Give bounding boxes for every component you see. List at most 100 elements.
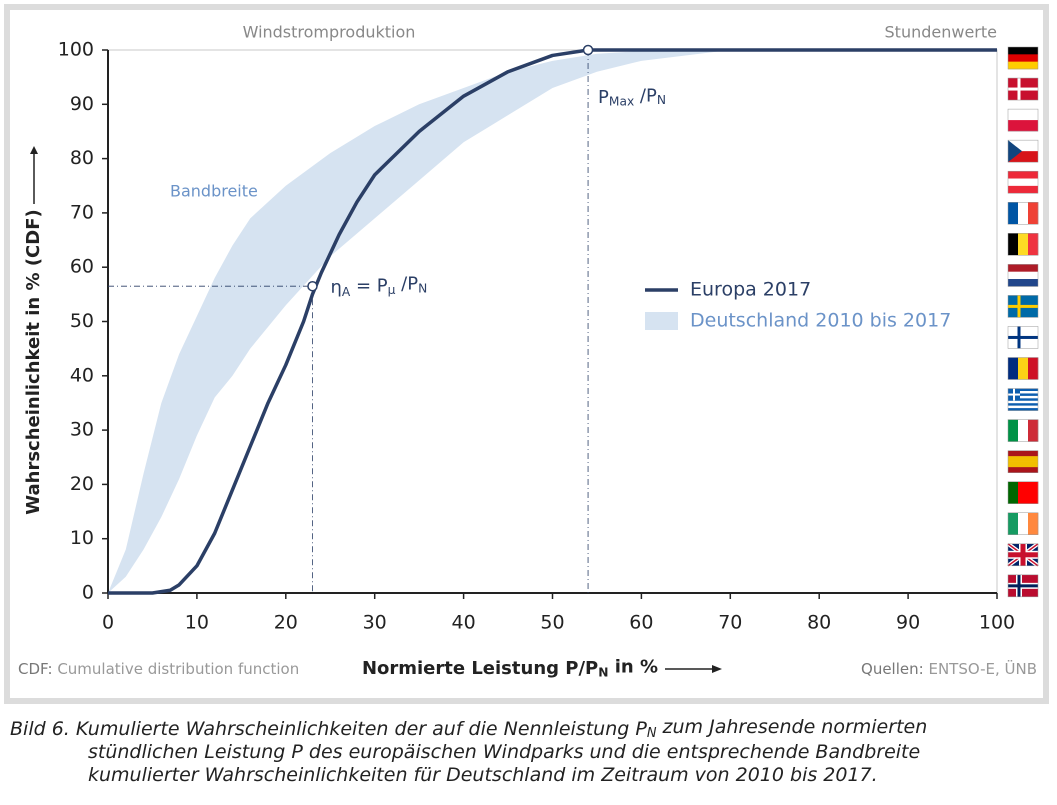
y-tick-label: 40 xyxy=(70,364,94,386)
subscript: N xyxy=(598,665,608,679)
subscript: A xyxy=(342,284,351,298)
x-tick-label: 50 xyxy=(540,612,564,634)
flag-part xyxy=(1008,140,1022,163)
flag-part xyxy=(1008,481,1019,504)
flag-part xyxy=(1018,357,1029,380)
y-tick-label: 60 xyxy=(70,256,94,278)
flag-part xyxy=(1007,139,1039,163)
flag-part xyxy=(1008,419,1019,442)
text-part: P xyxy=(598,87,609,108)
y-tick-label: 50 xyxy=(70,310,94,332)
flag-part xyxy=(1008,140,1038,152)
flag-part xyxy=(1008,264,1038,272)
flag-part xyxy=(1018,419,1029,442)
y-tick-label: 30 xyxy=(70,419,94,441)
flag-part xyxy=(1007,512,1039,535)
flag-part xyxy=(1007,170,1039,194)
flag-part xyxy=(1018,202,1029,225)
flag-part xyxy=(1007,46,1039,70)
flag-part xyxy=(1028,357,1039,380)
x-tick-label: 0 xyxy=(102,612,114,634)
caption-line: Bild 6. Kumulierte Wahrscheinlichkeiten … xyxy=(10,716,927,741)
subscript: N xyxy=(418,281,427,295)
flag-part xyxy=(1008,512,1019,535)
flag-part xyxy=(1007,77,1039,101)
subscript: N xyxy=(647,725,657,740)
y-tick-label: 20 xyxy=(70,473,94,495)
text-part: zum Jahresende normierten xyxy=(656,716,927,738)
band-area xyxy=(108,50,997,593)
flag-part xyxy=(1007,295,1039,318)
caption-line: kumulierter Wahrscheinlichkeiten für Deu… xyxy=(88,764,878,786)
x-tick-label: 70 xyxy=(718,612,742,634)
flag-part xyxy=(1008,271,1038,280)
flag-part xyxy=(1018,512,1029,535)
x-tick-label: 90 xyxy=(896,612,920,634)
x-tick-label: 60 xyxy=(629,612,653,634)
flag-part xyxy=(1007,202,1039,225)
y-tick-label: 0 xyxy=(82,582,94,604)
x-tick-label: 80 xyxy=(807,612,831,634)
text-part: η xyxy=(330,277,341,298)
band-annotation: Bandbreite xyxy=(170,182,258,201)
flag-part xyxy=(1028,419,1039,442)
flag-part xyxy=(1008,233,1019,256)
marker-point xyxy=(307,280,318,292)
y-axis-title-group: Wahrscheinlichkeit in % (CDF) xyxy=(23,146,44,515)
flag-part xyxy=(1007,233,1039,256)
flag-part xyxy=(1007,419,1039,442)
flag-part xyxy=(1007,574,1039,598)
x-tick-label: 30 xyxy=(363,612,387,634)
y-tick-label: 100 xyxy=(58,39,94,61)
flag-part xyxy=(1008,304,1038,308)
chart-frame xyxy=(4,4,1049,704)
x-tick-label: 40 xyxy=(452,612,476,634)
flag-part xyxy=(1008,467,1038,473)
chart-title: Windstromproduktion xyxy=(243,23,416,42)
flag-part xyxy=(1028,202,1039,225)
flag-part xyxy=(1008,335,1038,339)
text-part: /P xyxy=(634,85,657,106)
flag-part xyxy=(1028,481,1039,504)
y-axis-title: Wahrscheinlichkeit in % (CDF) xyxy=(23,209,44,514)
text-part: Bild 6. Kumulierte Wahrscheinlichkeiten … xyxy=(10,718,647,740)
footer-text: Cumulative distribution function xyxy=(57,660,299,678)
flag-part xyxy=(1008,151,1038,163)
flag-part xyxy=(1008,400,1038,404)
y-tick-label: 70 xyxy=(70,201,94,223)
marker-point xyxy=(582,44,594,56)
flag-part xyxy=(1008,87,1038,91)
x-tick-label: 20 xyxy=(274,612,298,634)
flag-part xyxy=(1008,398,1038,401)
flag-part xyxy=(1008,393,1020,396)
x-axis-arrow-head xyxy=(712,665,722,673)
chart-subtitle: Stundenwerte xyxy=(885,23,997,42)
flag-part xyxy=(1008,61,1038,70)
x-axis-title: Normierte Leistung P/PN in % xyxy=(362,656,658,679)
flag-part xyxy=(1008,393,1038,397)
flag-part xyxy=(1008,584,1038,588)
flag-part xyxy=(1008,357,1019,380)
legend-swatch xyxy=(645,312,678,330)
marker-label: ηA = Pμ /PN xyxy=(330,274,427,299)
flag-part xyxy=(1007,264,1039,287)
flag-part xyxy=(1008,461,1038,468)
footer-text: ENTSO-E, ÜNB xyxy=(928,659,1037,678)
flag-part xyxy=(1008,185,1038,194)
flags xyxy=(1006,46,1040,598)
flag-part xyxy=(1007,108,1039,132)
flag-part xyxy=(1007,326,1039,349)
flag-part xyxy=(1008,408,1038,411)
footer-key: Quellen: xyxy=(861,660,924,678)
flag-part xyxy=(1007,450,1039,473)
y-tick-label: 90 xyxy=(70,93,94,115)
flag-part xyxy=(1008,54,1038,62)
flag-part xyxy=(1028,233,1039,256)
text-part: stündlichen Leistung P des europäischen … xyxy=(88,741,920,763)
flag-part xyxy=(1018,233,1029,256)
marker-label: PMax /PN xyxy=(598,85,666,108)
caption-line: stündlichen Leistung P des europäischen … xyxy=(88,741,920,763)
flag-part xyxy=(1028,512,1039,535)
